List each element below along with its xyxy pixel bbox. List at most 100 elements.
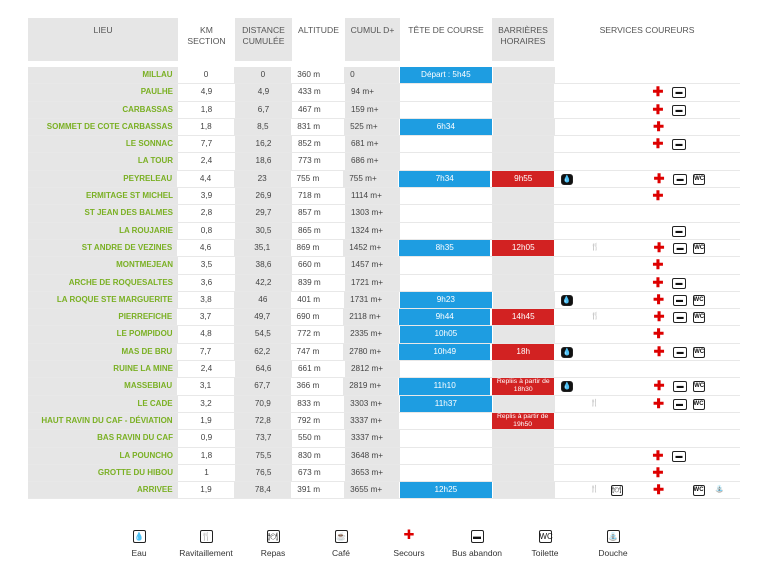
- distance-cumulee: 23: [233, 170, 291, 188]
- legend: 💧 Eau 🍴 Ravitaillement 🍽 Repas ☕ Café ✚ Secours ▬ B…: [0, 526, 768, 566]
- altitude: 755 m: [296, 173, 320, 183]
- table-row: MONTMEJEAN 3,5 38,6 660 m 1457 m+ ✚: [28, 257, 740, 275]
- services: [554, 205, 740, 221]
- cutlery-icon: 🍴: [590, 313, 600, 321]
- cumul-dplus: 525 m+: [344, 118, 399, 136]
- table-row: CARBASSAS 1,8 6,7 467 m 159 m+ ✚ ▬: [28, 101, 740, 119]
- first-aid-icon: ✚: [653, 118, 664, 134]
- table-row: ST JEAN DES BALMES 2,8 29,7 857 m 1303 m+: [28, 205, 740, 223]
- header-km: KM SECTION: [187, 25, 226, 46]
- table-row: LA ROUJARIE 0,8 30,5 865 m 1324 m+ ▬: [28, 222, 740, 240]
- km-section: 4,6: [199, 242, 212, 252]
- table-row: MASSEBIAU 3,1 67,7 366 m 2819 m+ 11h10 Repliis…: [28, 378, 740, 396]
- barriere-horaire: [492, 136, 554, 153]
- services: 🍴 🍽 ✚ WC ⛲: [555, 482, 740, 498]
- altitude: 869 m: [296, 242, 320, 252]
- cumul-dplus: 686 m+: [345, 153, 400, 170]
- douche-icon: ⛲: [606, 530, 620, 543]
- place-name: ARRIVEE: [28, 482, 178, 499]
- tete-de-course: [400, 188, 492, 204]
- barriere-horaire: [492, 291, 555, 309]
- table-row: ERMITAGE ST MICHEL 3,9 26,9 718 m 1114 m+ ✚: [28, 188, 740, 206]
- first-aid-icon: ✚: [653, 170, 665, 186]
- tete-de-course: [400, 465, 492, 481]
- km-section: 0,9: [200, 433, 213, 443]
- tete-de-course: 8h35: [398, 239, 491, 257]
- course-table: LIEU KM SECTION DISTANCE CUMULÉE ALTITUD…: [28, 18, 740, 500]
- distance-cumulee: 73,7: [235, 430, 292, 447]
- bus-icon: ▬: [673, 242, 688, 254]
- km-section: 2,8: [200, 208, 213, 218]
- tete-de-course: 11h37: [399, 395, 492, 412]
- place-name: RUINE LA MINE: [28, 361, 178, 378]
- cumul-dplus: 1324 m+: [345, 222, 400, 239]
- km-section: 3,7: [199, 312, 212, 322]
- shower-icon: ⛲: [715, 486, 724, 494]
- altitude: 839 m: [298, 277, 321, 287]
- first-aid-icon: ✚: [653, 343, 665, 359]
- services: [554, 153, 740, 169]
- km-section: 1,9: [200, 415, 212, 425]
- tete-de-course: 9h23: [399, 291, 492, 309]
- cumul-dplus: 1303 m+: [345, 205, 400, 222]
- cumul-dplus: 94 m+: [345, 84, 400, 101]
- barriere-horaire: [492, 257, 554, 274]
- barriere-horaire: 14h45: [492, 309, 555, 326]
- services: 🍴 ✚ ▬ WC: [555, 240, 740, 256]
- altitude: 467 m: [298, 104, 321, 114]
- place-name: BAS RAVIN DU CAF: [28, 430, 178, 447]
- barriere-horaire: [492, 188, 554, 205]
- distance-cumulee: 62,2: [233, 343, 291, 361]
- distance-cumulee: 16,2: [235, 136, 292, 153]
- legend-item-repas: 🍽 Repas: [233, 526, 313, 558]
- barriere-horaire: [492, 395, 555, 412]
- secours-icon: ✚: [403, 527, 415, 542]
- header-tete: TÊTE DE COURSE: [408, 25, 484, 35]
- table-row: PIERREFICHE 3,7 49,7 690 m 2118 m+ 9h44 14h45 🍴…: [28, 309, 740, 327]
- place-name: MASSEBIAU: [28, 378, 178, 395]
- tete-de-course: 11h10: [398, 378, 491, 395]
- first-aid-icon: ✚: [653, 309, 665, 325]
- first-aid-icon: ✚: [652, 136, 664, 152]
- place-name: GROTTE DU HIBOU: [28, 464, 178, 482]
- cumul-dplus: 3337 m+: [345, 430, 400, 447]
- legend-label: Secours: [393, 548, 425, 558]
- place-name: ERMITAGE ST MICHEL: [28, 188, 178, 205]
- first-aid-icon: ✚: [653, 482, 664, 498]
- altitude: 830 m: [298, 450, 321, 460]
- bus-icon: ▬: [672, 450, 686, 462]
- services: 💧 ✚ ▬ WC: [555, 378, 740, 394]
- distance-cumulee: 72,8: [234, 412, 292, 430]
- services: ✚: [554, 188, 740, 204]
- place-name: LE SONNAC: [28, 136, 178, 153]
- bus-icon: ▬: [672, 294, 687, 306]
- altitude: 833 m: [297, 398, 321, 408]
- cumul-dplus: 2780 m+: [343, 343, 398, 361]
- water-drop-icon: 💧: [560, 294, 573, 306]
- place-name: ST ANDRE DE VEZINES: [28, 239, 178, 257]
- legend-item-rav: 🍴 Ravitaillement: [166, 526, 246, 558]
- toilet-icon: WC: [693, 173, 706, 185]
- barriere-horaire: [492, 430, 554, 447]
- water-drop-icon: 💧: [561, 381, 574, 393]
- altitude: 661 m: [298, 364, 321, 374]
- toilet-icon: WC: [693, 346, 706, 358]
- first-aid-icon: ✚: [652, 464, 664, 480]
- barriere-horaire: [492, 205, 554, 222]
- altitude: 718 m: [298, 191, 321, 201]
- legend-item-wc: WC Toilette: [505, 526, 585, 558]
- cumul-dplus: 1731 m+: [344, 291, 399, 309]
- barriere-horaire: [492, 84, 554, 101]
- km-section: 3,6: [200, 277, 213, 287]
- bus-icon: ▬: [673, 381, 688, 393]
- distance-cumulee: 49,7: [233, 309, 291, 326]
- cumul-dplus: 0: [344, 67, 399, 84]
- tete-de-course: [400, 275, 492, 291]
- km-section: 2,4: [200, 156, 213, 166]
- services: ✚ ▬: [554, 448, 740, 464]
- place-name: LE CADE: [28, 395, 178, 412]
- legend-label: Repas: [260, 548, 286, 558]
- distance-cumulee: 75,5: [235, 447, 292, 464]
- services: [555, 67, 740, 83]
- place-name: LA ROQUE STE MARGUERITE: [28, 291, 178, 309]
